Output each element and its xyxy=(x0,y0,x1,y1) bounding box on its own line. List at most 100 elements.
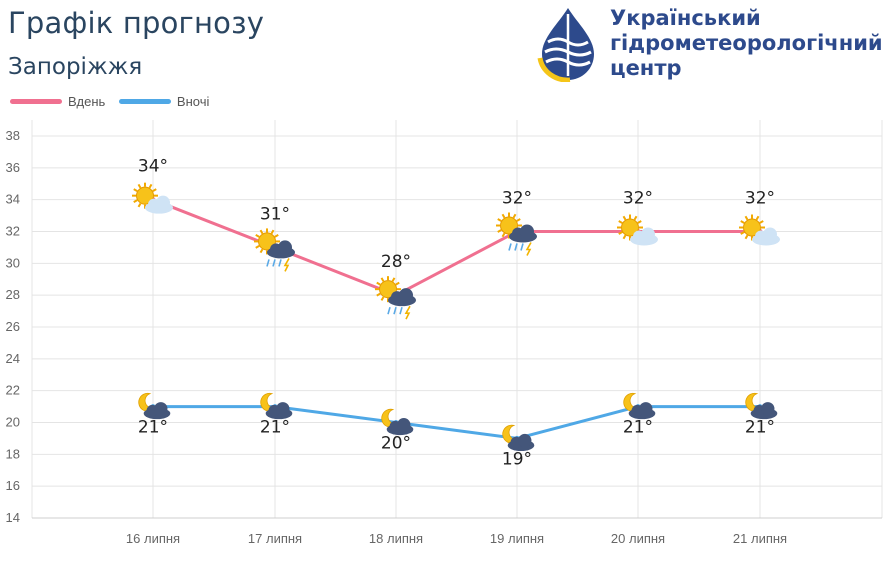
sun-ray xyxy=(744,215,749,221)
legend-item-night[interactable]: Вночі xyxy=(118,94,210,109)
sun-thunderstorm-icon xyxy=(496,212,537,256)
x-tick-label: 17 липня xyxy=(248,531,302,546)
day-temperature-label: 28° xyxy=(381,252,411,272)
sun-ray xyxy=(512,213,517,219)
y-tick-label: 18 xyxy=(6,446,20,461)
sun-disc xyxy=(136,186,154,205)
sun-ray xyxy=(133,188,138,193)
cloud-shape xyxy=(399,288,413,303)
rain-drop xyxy=(393,306,397,315)
sun-ray xyxy=(759,220,764,224)
sun-ray xyxy=(380,296,385,301)
sun-disc xyxy=(621,218,639,237)
sun-ray xyxy=(133,199,138,204)
y-tick-label: 28 xyxy=(6,287,20,302)
rain-drop xyxy=(399,306,403,315)
cloud-shape xyxy=(154,402,168,416)
sun-ray xyxy=(255,234,260,238)
night-temperature-label: 20° xyxy=(381,434,411,454)
water-drop-logo-icon xyxy=(537,8,594,83)
night-temperature-label: 21° xyxy=(623,418,653,438)
lightning-bolt xyxy=(525,242,532,256)
moon-cloud-icon xyxy=(502,424,535,452)
sun-ray xyxy=(255,245,260,249)
day-temperature-label: 32° xyxy=(745,189,775,209)
day-series-line xyxy=(152,198,760,297)
organization-name: Український гідрометеорологічний центр xyxy=(610,6,883,81)
sun-ray xyxy=(497,218,502,222)
y-tick-label: 22 xyxy=(6,383,20,398)
cloud-shape xyxy=(641,227,655,242)
sun-thunderstorm-icon xyxy=(375,276,416,320)
cloud-shape xyxy=(520,224,534,239)
sun-ray xyxy=(618,231,623,235)
moon-cloud-icon xyxy=(260,392,293,420)
day-temperature-label: 34° xyxy=(138,157,168,177)
rain-drop xyxy=(514,243,518,251)
sun-ray xyxy=(376,281,381,286)
cloud-shape xyxy=(276,402,290,416)
x-tick-label: 21 липня xyxy=(733,531,787,546)
cloud-shape xyxy=(639,402,653,416)
city-name: Запоріжжя xyxy=(8,54,143,80)
sun-ray xyxy=(380,277,385,282)
sun-ray xyxy=(501,213,506,219)
y-tick-label: 14 xyxy=(6,510,20,525)
logo-line: Український xyxy=(610,6,761,30)
chart-legend: Вдень Вночі xyxy=(10,92,219,109)
sun-ray xyxy=(622,234,627,240)
night-temperature-label: 21° xyxy=(745,418,775,438)
sun-ray xyxy=(497,229,502,233)
sun-disc xyxy=(500,216,518,235)
logo-line: центр xyxy=(610,56,682,80)
sun-cloud-icon xyxy=(617,214,658,246)
sun-ray xyxy=(259,229,264,235)
sun-ray xyxy=(637,220,642,224)
legend-swatch-night xyxy=(118,99,171,104)
sun-ray xyxy=(152,188,157,193)
sun-ray xyxy=(516,218,521,222)
y-tick-label: 32 xyxy=(6,224,20,239)
y-tick-label: 26 xyxy=(6,319,20,334)
rain-drop xyxy=(278,259,282,267)
sun-ray xyxy=(148,183,153,189)
cloud-shape xyxy=(397,418,411,432)
y-tick-label: 20 xyxy=(6,415,20,430)
cloud-shape xyxy=(763,227,777,242)
legend-item-day[interactable]: Вдень xyxy=(10,94,105,109)
legend-label-night: Вночі xyxy=(176,94,210,109)
rain-drop xyxy=(520,243,524,251)
sun-ray xyxy=(633,215,638,221)
cloud-shape xyxy=(156,195,170,210)
sun-ray xyxy=(744,234,749,240)
y-tick-label: 24 xyxy=(6,351,20,366)
rain-drop xyxy=(387,306,391,315)
chart-title: Графік прогнозу xyxy=(8,6,265,40)
cloud-shape xyxy=(278,240,292,255)
sun-ray xyxy=(391,277,396,282)
sun-disc xyxy=(258,232,276,251)
sun-disc xyxy=(379,280,397,299)
sun-ray xyxy=(137,202,142,208)
night-temperature-label: 21° xyxy=(260,418,290,438)
sun-ray xyxy=(740,220,745,224)
moon-cloud-icon xyxy=(138,392,171,420)
y-tick-label: 30 xyxy=(6,255,20,270)
sun-ray xyxy=(259,248,264,254)
legend-swatch-day xyxy=(10,99,62,104)
sun-ray xyxy=(395,281,400,286)
sun-ray xyxy=(137,183,142,189)
sun-ray xyxy=(376,292,381,297)
x-tick-label: 19 липня xyxy=(490,531,544,546)
lightning-bolt xyxy=(404,305,411,320)
night-temperature-label: 21° xyxy=(138,418,168,438)
sun-ray xyxy=(618,220,623,224)
sun-ray xyxy=(740,231,745,235)
y-tick-label: 36 xyxy=(6,160,20,175)
night-temperature-label: 19° xyxy=(502,449,532,469)
x-tick-label: 20 липня xyxy=(611,531,665,546)
cloud-shape xyxy=(518,433,532,448)
x-tick-label: 18 липня xyxy=(369,531,423,546)
logo-line: гідрометеорологічний xyxy=(610,31,883,55)
